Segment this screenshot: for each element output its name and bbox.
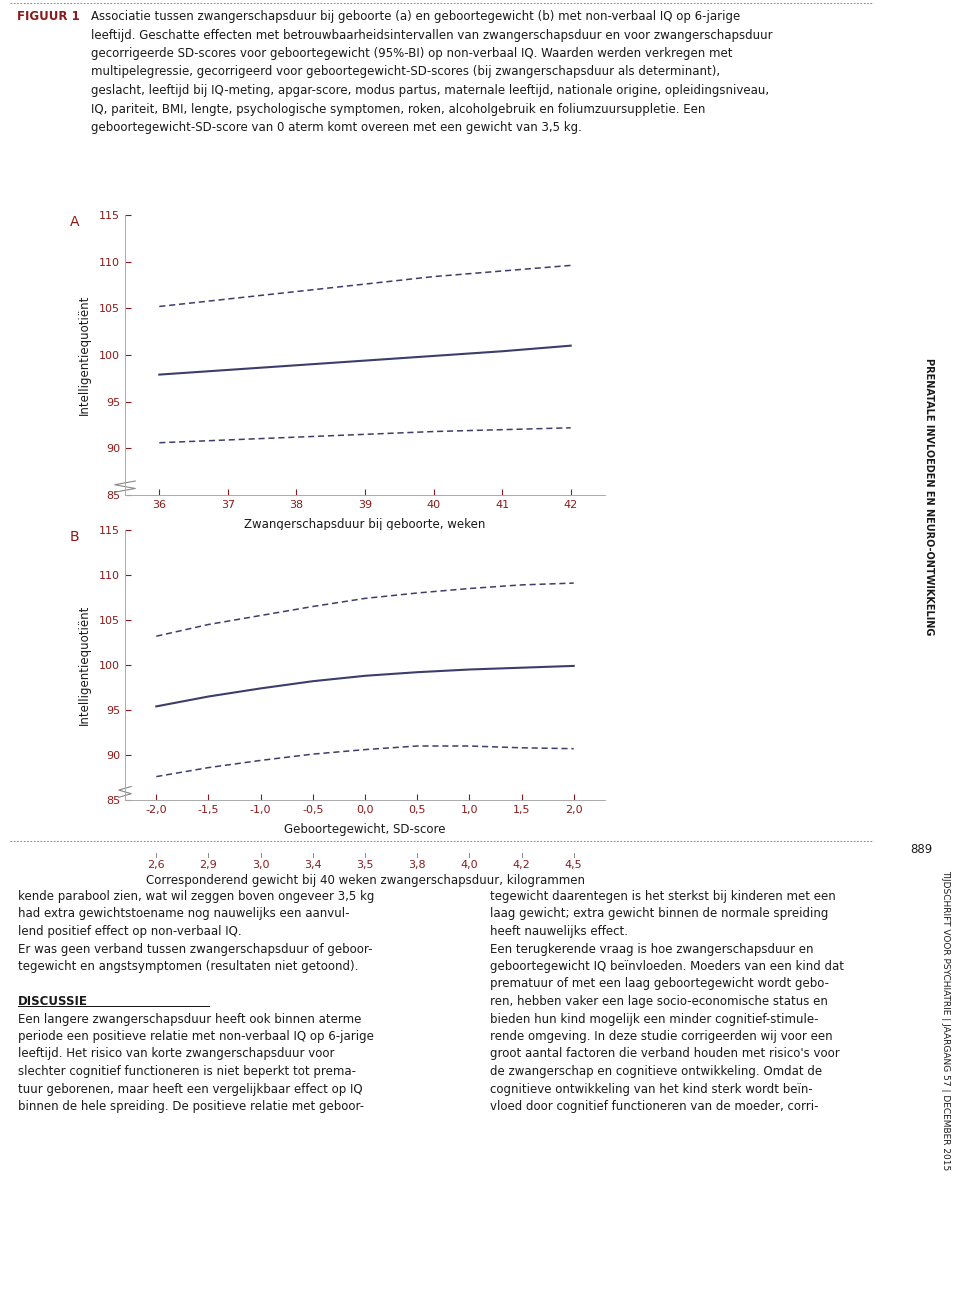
Text: 4,5: 4,5 (564, 861, 583, 870)
Text: slechter cognitief functioneren is niet beperkt tot prema-: slechter cognitief functioneren is niet … (18, 1065, 356, 1078)
Text: 2,6: 2,6 (148, 861, 165, 870)
Text: 3,8: 3,8 (408, 861, 426, 870)
Text: tegewicht en angstsymptomen (resultaten niet getoond).: tegewicht en angstsymptomen (resultaten … (18, 960, 358, 973)
Text: prematuur of met een laag geboortegewicht wordt gebo-: prematuur of met een laag geboortegewich… (490, 977, 829, 990)
Text: groot aantal factoren die verband houden met risico's voor: groot aantal factoren die verband houden… (490, 1048, 840, 1061)
Text: leeftijd. Het risico van korte zwangerschapsduur voor: leeftijd. Het risico van korte zwangersc… (18, 1048, 334, 1061)
Text: geboortegewicht IQ beïnvloeden. Moeders van een kind dat: geboortegewicht IQ beïnvloeden. Moeders … (490, 960, 844, 973)
Text: Er was geen verband tussen zwangerschapsduur of geboor-: Er was geen verband tussen zwangerschaps… (18, 943, 372, 956)
Y-axis label: Intelligentiequotiënt: Intelligentiequotiënt (78, 294, 91, 415)
Text: 3,0: 3,0 (252, 861, 270, 870)
X-axis label: Zwangerschapsduur bij geboorte, weken: Zwangerschapsduur bij geboorte, weken (244, 518, 486, 531)
Text: Associatie tussen zwangerschapsduur bij geboorte (a) en geboortegewicht (b) met : Associatie tussen zwangerschapsduur bij … (91, 10, 773, 133)
Text: 2,9: 2,9 (200, 861, 217, 870)
Text: A: A (70, 215, 80, 229)
X-axis label: Geboortegewicht, SD-score: Geboortegewicht, SD-score (284, 823, 445, 836)
Text: cognitieve ontwikkeling van het kind sterk wordt beïn-: cognitieve ontwikkeling van het kind ste… (490, 1083, 813, 1096)
Text: PRENATALE INVLOEDEN EN NEURO-ONTWIKKELING: PRENATALE INVLOEDEN EN NEURO-ONTWIKKELIN… (924, 358, 934, 636)
Text: 889: 889 (910, 842, 932, 855)
Text: Corresponderend gewicht bij 40 weken zwangerschapsduur, kilogrammen: Corresponderend gewicht bij 40 weken zwa… (146, 874, 585, 887)
Text: tegewicht daarentegen is het sterkst bij kinderen met een: tegewicht daarentegen is het sterkst bij… (490, 889, 836, 903)
Text: DISCUSSIE: DISCUSSIE (18, 995, 88, 1008)
Text: B: B (70, 530, 80, 544)
Text: kende parabool zien, wat wil zeggen boven ongeveer 3,5 kg: kende parabool zien, wat wil zeggen bove… (18, 889, 374, 903)
Text: 4,0: 4,0 (461, 861, 478, 870)
Text: 4,2: 4,2 (513, 861, 530, 870)
Text: periode een positieve relatie met non-verbaal IQ op 6-jarige: periode een positieve relatie met non-ve… (18, 1029, 373, 1042)
Y-axis label: Intelligentiequotiënt: Intelligentiequotiënt (78, 604, 91, 725)
Text: bieden hun kind mogelijk een minder cognitief-stimule-: bieden hun kind mogelijk een minder cogn… (490, 1012, 819, 1025)
Text: laag gewicht; extra gewicht binnen de normale spreiding: laag gewicht; extra gewicht binnen de no… (490, 908, 828, 921)
Text: vloed door cognitief functioneren van de moeder, corri-: vloed door cognitief functioneren van de… (490, 1100, 819, 1113)
Text: Een terugkerende vraag is hoe zwangerschapsduur en: Een terugkerende vraag is hoe zwangersch… (490, 943, 813, 956)
Text: FIGUUR 1: FIGUUR 1 (17, 10, 80, 24)
Text: Een langere zwangerschapsduur heeft ook binnen aterme: Een langere zwangerschapsduur heeft ook … (18, 1012, 361, 1025)
Text: binnen de hele spreiding. De positieve relatie met geboor-: binnen de hele spreiding. De positieve r… (18, 1100, 364, 1113)
Text: de zwangerschap en cognitieve ontwikkeling. Omdat de: de zwangerschap en cognitieve ontwikkeli… (490, 1065, 822, 1078)
Text: tuur geborenen, maar heeft een vergelijkbaar effect op IQ: tuur geborenen, maar heeft een vergelijk… (18, 1083, 363, 1096)
Text: 3,4: 3,4 (304, 861, 322, 870)
Text: lend positief effect op non-verbaal IQ.: lend positief effect op non-verbaal IQ. (18, 925, 242, 938)
Text: had extra gewichtstoename nog nauwelijks een aanvul-: had extra gewichtstoename nog nauwelijks… (18, 908, 349, 921)
Text: ren, hebben vaker een lage socio-economische status en: ren, hebben vaker een lage socio-economi… (490, 995, 828, 1008)
Text: 3,5: 3,5 (356, 861, 373, 870)
Text: rende omgeving. In deze studie corrigeerden wij voor een: rende omgeving. In deze studie corrigeer… (490, 1029, 832, 1042)
Text: TIJDSCHRIFT VOOR PSYCHIATRIE | JAARGANG 57 | DECEMBER 2015: TIJDSCHRIFT VOOR PSYCHIATRIE | JAARGANG … (941, 870, 950, 1171)
Text: heeft nauwelijks effect.: heeft nauwelijks effect. (490, 925, 628, 938)
